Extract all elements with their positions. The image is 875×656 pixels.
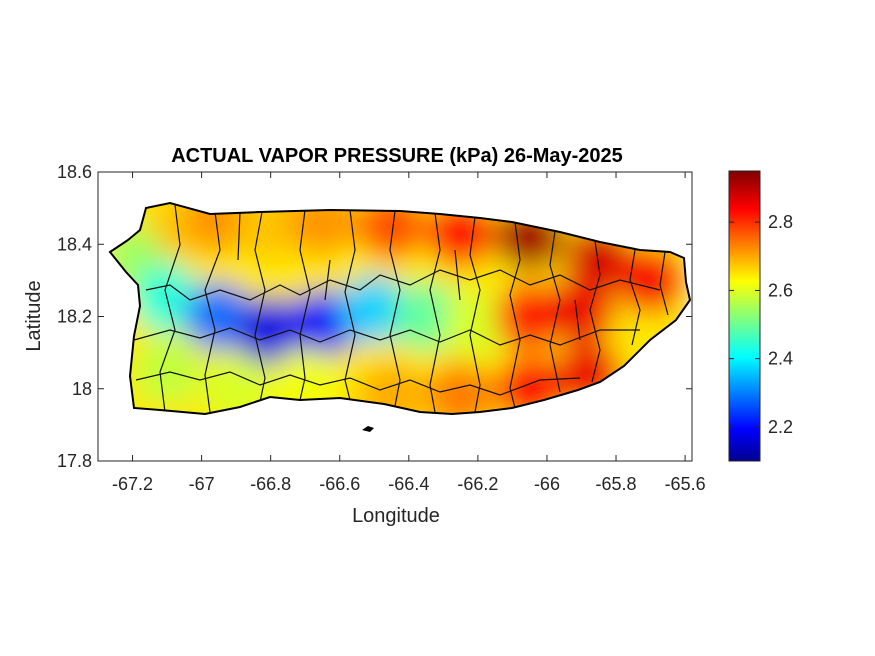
field-sample: [288, 289, 357, 358]
colorbar-tick-label: 2.2: [768, 417, 793, 437]
field-sample: [443, 289, 512, 358]
x-tick-label: -66.4: [388, 474, 429, 494]
field-sample: [236, 296, 305, 365]
colorbar-tick-label: 2.6: [768, 280, 793, 300]
y-axis-label: Latitude: [23, 280, 45, 351]
x-tick-label: -67: [189, 474, 215, 494]
x-axis-ticks: -67.2 -67 -66.8 -66.6 -66.4 -66.2 -66 -65.8 -65.…: [112, 172, 706, 494]
x-tick-label: -65.6: [665, 474, 706, 494]
x-tick-label: -66.2: [457, 474, 498, 494]
y-tick-label: 18.2: [57, 307, 92, 327]
x-tick-label: -66.8: [250, 474, 291, 494]
x-tick-label: -67.2: [112, 474, 153, 494]
x-tick-label: -65.8: [596, 474, 637, 494]
x-axis-label: Longitude: [352, 505, 440, 527]
x-tick-label: -66: [534, 474, 560, 494]
field-sample: [392, 282, 461, 351]
y-tick-label: 18.6: [57, 162, 92, 182]
municipality-boundaries: [133, 204, 669, 413]
field-sample: [133, 336, 202, 405]
field-sample: [184, 282, 253, 351]
field-sample: [547, 275, 616, 344]
y-tick-label: 17.8: [57, 451, 92, 471]
colorbar-tick-label: 2.8: [768, 212, 793, 232]
y-tick-label: 18: [72, 379, 92, 399]
colorbar-tick-label: 2.4: [768, 349, 793, 369]
colorbar-ticks: 2.2 2.4 2.6 2.8: [729, 212, 793, 437]
y-tick-label: 18.4: [57, 234, 92, 254]
offshore-islet: [362, 426, 374, 432]
y-axis-ticks: 17.8 18 18.2 18.4 18.6: [57, 162, 692, 471]
field-sample: [495, 282, 564, 351]
chart-title: ACTUAL VAPOR PRESSURE (kPa) 26-May-2025: [171, 145, 623, 167]
colorbar: [728, 170, 761, 462]
field-sample: [616, 246, 685, 315]
field-sample: [340, 275, 409, 344]
x-tick-label: -66.6: [319, 474, 360, 494]
field-sample: [184, 203, 253, 253]
